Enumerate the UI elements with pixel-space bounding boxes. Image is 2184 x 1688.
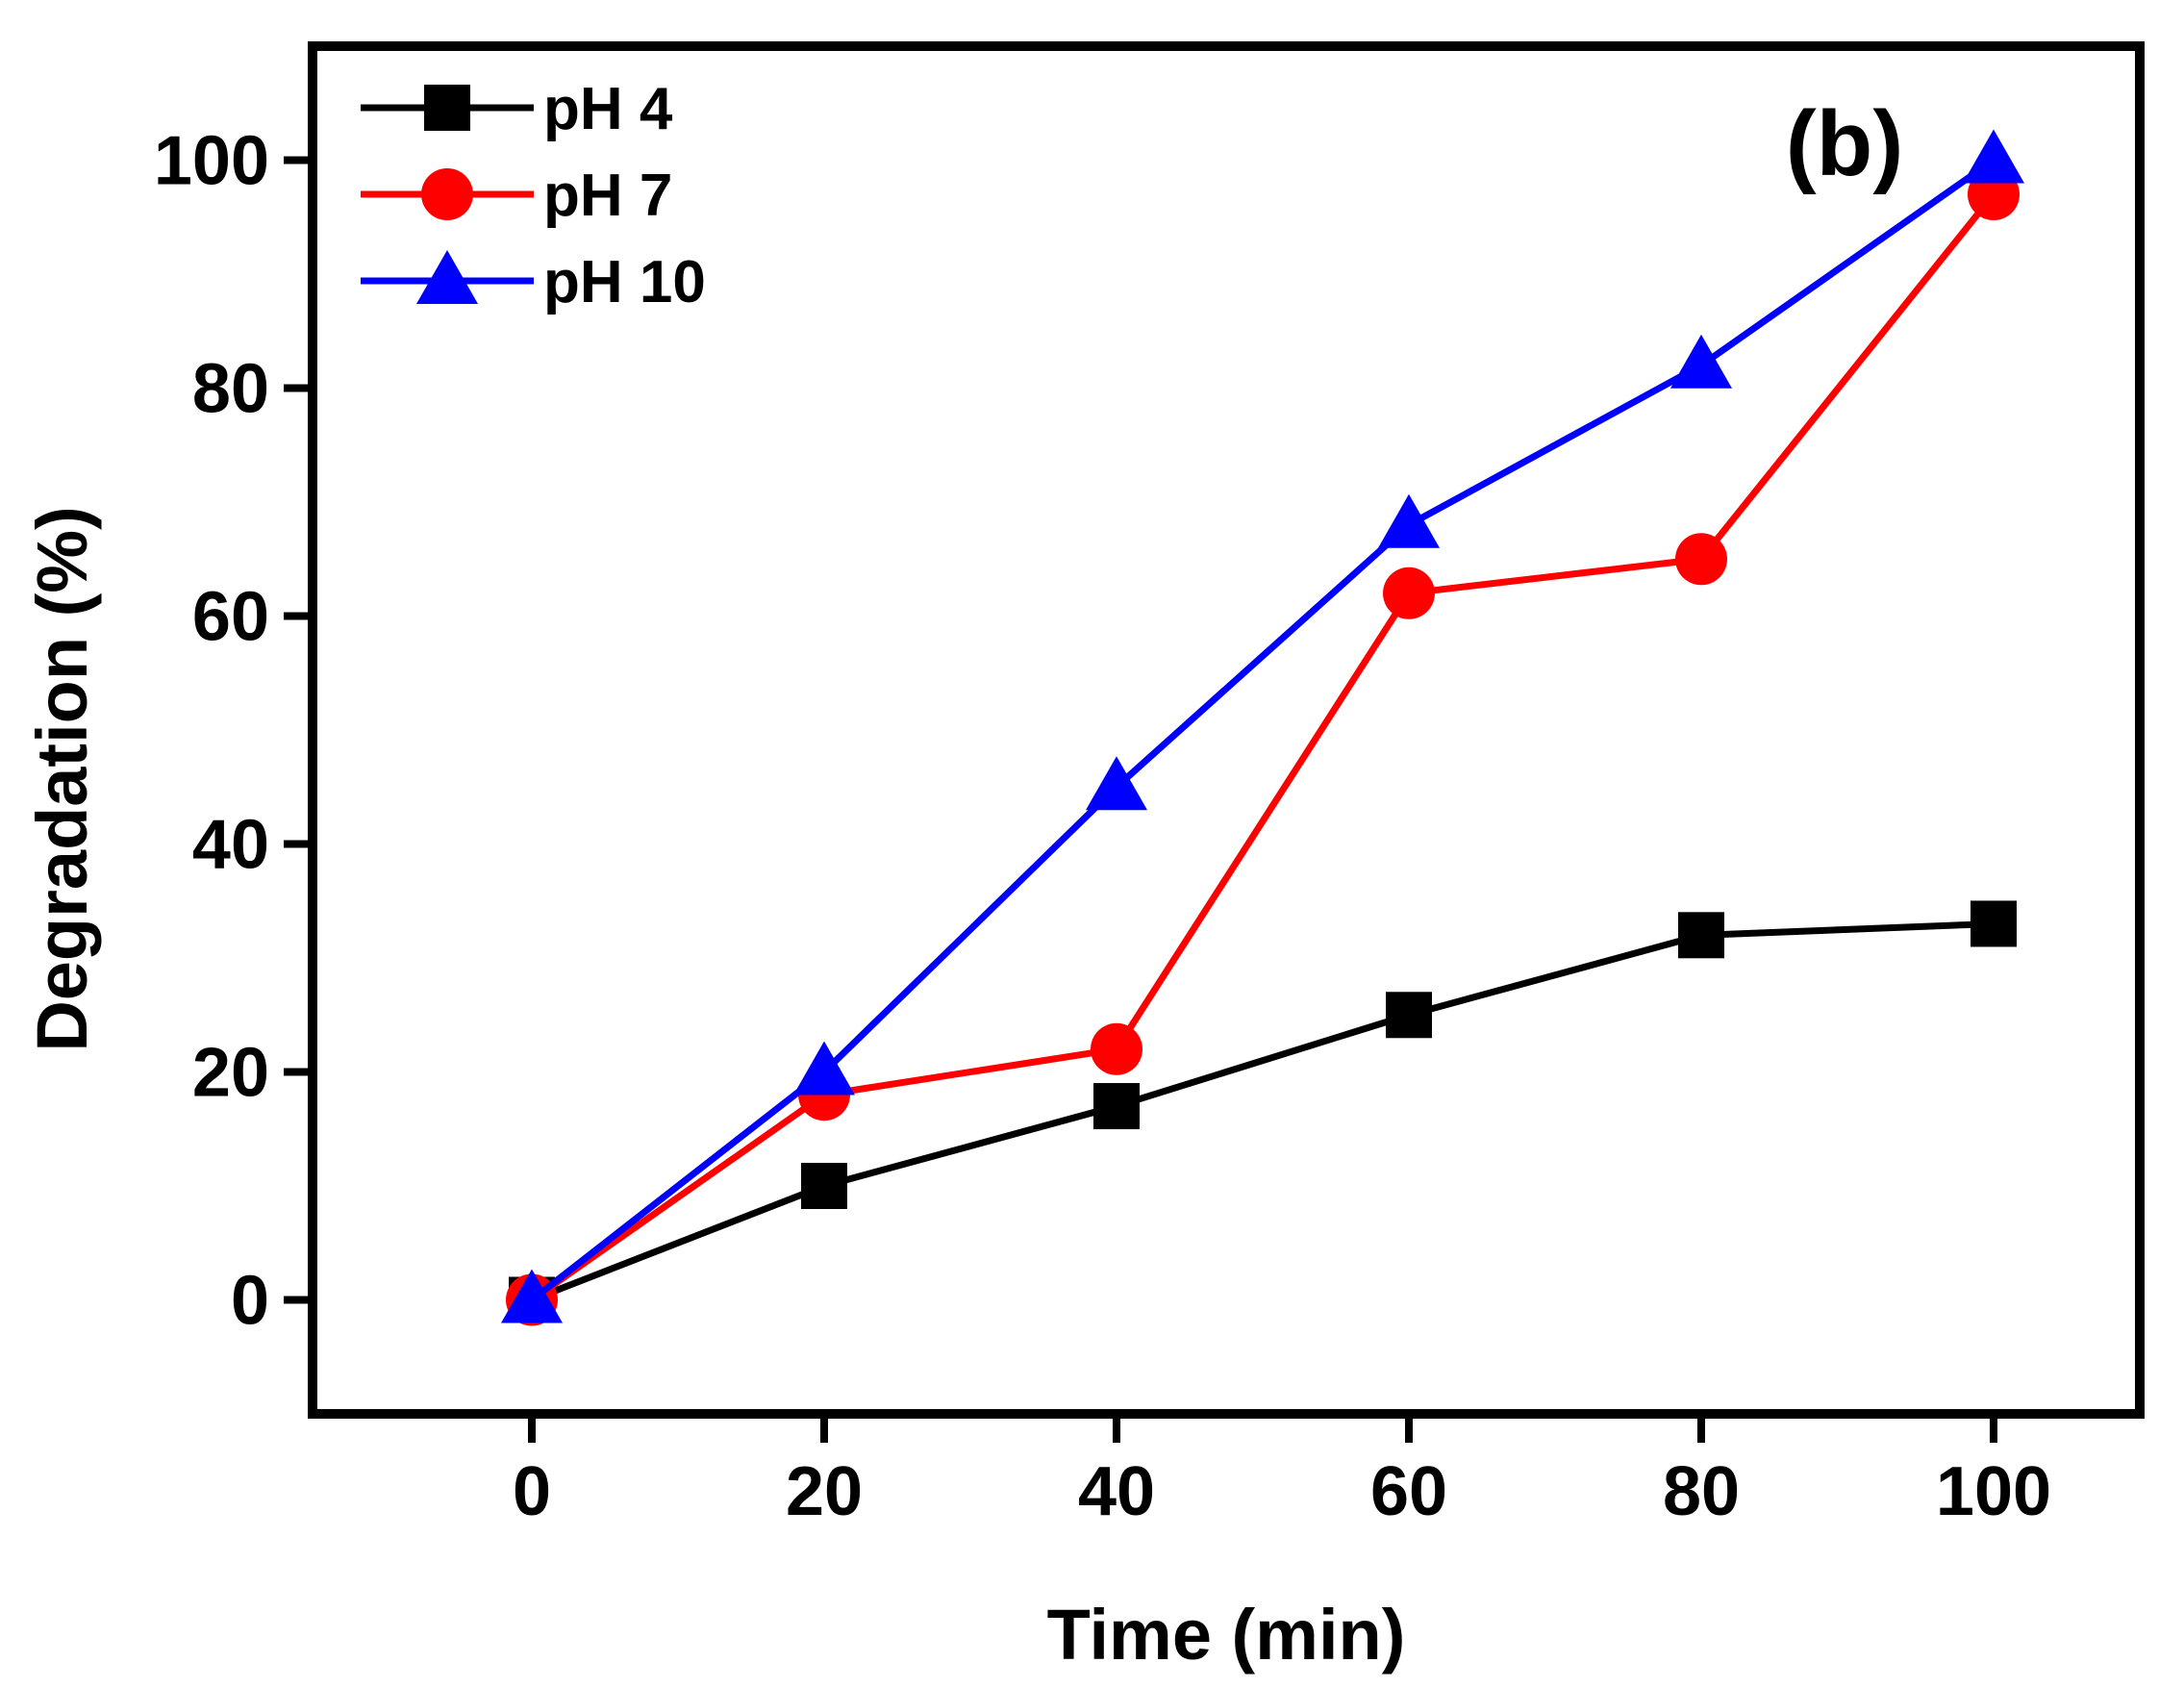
data-point — [1091, 1022, 1142, 1075]
series-ph-4 — [509, 900, 2017, 1323]
legend-item: pH 10 — [361, 249, 706, 315]
data-point — [1086, 756, 1147, 811]
data-point — [1971, 900, 2017, 947]
x-tick-label: 0 — [513, 1453, 551, 1530]
data-point — [1383, 567, 1435, 619]
y-tick-label: 0 — [231, 1263, 269, 1340]
data-point — [1675, 533, 1727, 586]
legend-item: pH 7 — [361, 163, 672, 229]
legend-label: pH 10 — [543, 249, 706, 315]
data-point — [1093, 1083, 1140, 1130]
series-layer — [501, 129, 2024, 1326]
legend-marker — [424, 85, 470, 131]
series-line — [529, 157, 1996, 1303]
legend-marker — [421, 168, 473, 220]
plot-frame — [308, 41, 2145, 1419]
series-line — [529, 191, 1996, 1303]
data-point — [1378, 493, 1440, 548]
y-tick-label: 20 — [192, 1035, 269, 1112]
legend-item: pH 4 — [361, 76, 673, 142]
y-tick-label: 80 — [192, 351, 269, 428]
data-point — [501, 1269, 563, 1323]
y-axis-ticks: 0 20 40 60 80 100 — [154, 123, 313, 1340]
y-tick-label: 100 — [154, 123, 269, 200]
series-ph-10 — [501, 129, 2024, 1323]
data-point — [1678, 912, 1724, 959]
x-tick-label: 60 — [1370, 1453, 1447, 1530]
y-tick-label: 60 — [192, 579, 269, 656]
x-axis-ticks: 0 20 40 60 80 100 — [513, 1414, 2051, 1530]
data-point — [801, 1163, 847, 1209]
legend-label: pH 4 — [543, 76, 673, 142]
y-tick-label: 40 — [192, 807, 269, 884]
data-point — [1386, 992, 1432, 1039]
legend-label: pH 7 — [543, 163, 672, 229]
legend-marker — [416, 250, 478, 304]
x-tick-label: 40 — [1078, 1453, 1155, 1530]
data-point — [793, 1041, 855, 1096]
legend: pH 4 pH 7 pH 10 — [361, 76, 706, 315]
x-axis-label: Time (min) — [1047, 1595, 1406, 1675]
y-axis-label: Degradation (%) — [22, 506, 102, 1051]
data-point — [1963, 129, 2024, 184]
x-tick-label: 100 — [1936, 1453, 2051, 1530]
data-point — [1670, 334, 1732, 389]
x-tick-label: 80 — [1663, 1453, 1740, 1530]
panel-label: (b) — [1786, 92, 1904, 195]
series-ph-7 — [506, 168, 2020, 1326]
x-tick-label: 20 — [786, 1453, 863, 1530]
series-line — [530, 920, 1995, 1303]
